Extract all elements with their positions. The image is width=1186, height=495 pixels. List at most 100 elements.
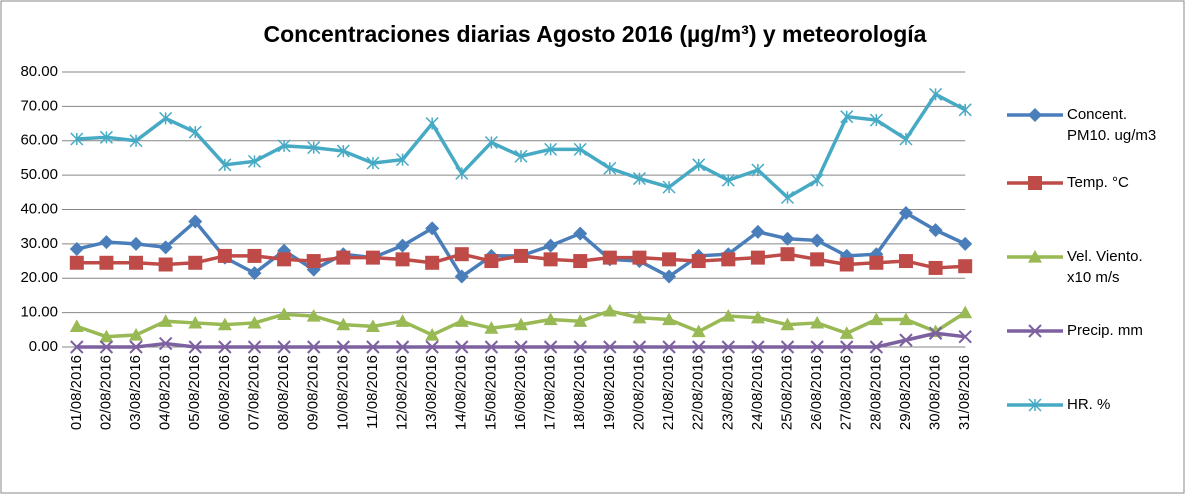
legend-swatch — [1007, 324, 1063, 338]
marker — [336, 340, 351, 354]
x-tick-label: 09/08/2016 — [305, 355, 322, 430]
marker — [751, 163, 765, 177]
marker — [1028, 398, 1042, 412]
marker — [662, 269, 677, 284]
marker — [632, 250, 647, 265]
x-tick-label: 15/08/2016 — [482, 355, 499, 430]
legend-label: HR. % — [1067, 396, 1111, 413]
x-tick-label: 21/08/2016 — [660, 355, 677, 430]
marker — [928, 326, 943, 340]
marker — [721, 173, 735, 187]
legend-label: Temp. °C — [1067, 174, 1129, 191]
marker — [129, 134, 143, 148]
marker — [247, 248, 262, 263]
marker — [425, 221, 440, 236]
marker — [395, 252, 410, 267]
x-tick-label: 28/08/2016 — [867, 355, 884, 430]
marker — [307, 141, 321, 155]
marker — [365, 319, 380, 332]
marker — [662, 340, 676, 354]
marker — [810, 233, 825, 248]
y-tick-label: 60.00 — [20, 132, 58, 149]
marker — [662, 252, 677, 267]
marker — [395, 340, 410, 354]
marker — [1028, 250, 1042, 263]
marker — [99, 329, 114, 343]
marker — [958, 259, 973, 274]
x-tick-label: 02/08/2016 — [97, 355, 114, 430]
marker — [810, 340, 824, 354]
marker — [514, 149, 528, 163]
marker — [1028, 176, 1042, 190]
marker — [573, 314, 588, 327]
x-tick-label: 25/08/2016 — [778, 355, 795, 430]
x-tick-label: 05/08/2016 — [186, 355, 203, 430]
marker — [454, 314, 469, 327]
marker — [780, 247, 795, 262]
marker — [602, 303, 617, 317]
marker — [277, 340, 291, 354]
marker — [70, 132, 84, 146]
marker — [158, 240, 173, 255]
marker — [898, 312, 913, 326]
marker — [395, 314, 410, 327]
marker — [662, 312, 677, 326]
marker — [336, 250, 351, 265]
marker — [810, 173, 824, 187]
marker — [129, 255, 144, 270]
marker — [129, 327, 144, 341]
legend-label: Vel. Viento. x10 m/s — [1067, 248, 1143, 286]
marker — [958, 103, 972, 117]
marker — [721, 309, 736, 322]
x-tick-label: 27/08/2016 — [838, 355, 855, 430]
marker — [159, 111, 173, 125]
marker — [691, 340, 706, 354]
marker — [395, 238, 410, 253]
marker — [1028, 324, 1042, 338]
marker — [129, 236, 144, 251]
marker — [99, 255, 114, 270]
marker — [780, 190, 795, 204]
marker — [603, 340, 617, 354]
legend-item: Temp. °C — [1005, 172, 1175, 194]
marker — [603, 161, 617, 175]
x-tick-label: 26/08/2016 — [808, 355, 825, 430]
x-tick-label: 03/08/2016 — [127, 355, 144, 430]
marker — [69, 255, 84, 270]
legend-swatch — [1007, 176, 1063, 190]
legend-item: HR. % — [1005, 394, 1175, 416]
marker — [484, 254, 499, 269]
x-tick-label: 20/08/2016 — [630, 355, 647, 430]
marker — [158, 257, 173, 272]
y-tick-label: 0.00 — [29, 338, 58, 355]
marker — [514, 317, 528, 331]
marker — [869, 340, 884, 354]
x-tick-label: 06/08/2016 — [216, 355, 233, 430]
marker — [780, 317, 795, 331]
marker — [662, 180, 676, 194]
marker — [366, 156, 380, 170]
marker — [958, 329, 972, 344]
marker — [425, 117, 439, 131]
x-tick-label: 19/08/2016 — [601, 355, 618, 430]
legend-swatch — [1007, 108, 1063, 122]
marker — [958, 305, 973, 319]
marker — [188, 255, 203, 270]
marker — [366, 340, 380, 354]
marker — [425, 327, 440, 341]
x-tick-label: 31/08/2016 — [956, 355, 973, 430]
marker — [632, 340, 647, 354]
marker — [247, 154, 262, 168]
marker — [247, 340, 262, 354]
legend-swatch — [1007, 250, 1063, 263]
x-tick-label: 23/08/2016 — [719, 355, 736, 430]
marker — [632, 310, 647, 324]
marker — [840, 340, 854, 354]
marker — [70, 340, 84, 354]
marker — [247, 266, 262, 281]
marker — [839, 257, 854, 272]
marker — [188, 214, 203, 229]
legend-item: Concent. PM10. ug/m3 — [1005, 104, 1175, 146]
